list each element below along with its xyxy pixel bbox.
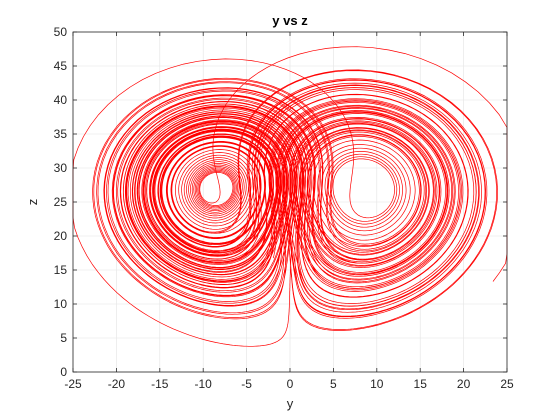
y-tick-label: 40 [54,93,68,107]
y-tick-label: 10 [54,297,68,311]
y-tick-label: 35 [54,127,68,141]
y-tick-label: 30 [54,161,68,175]
x-tick-label: -20 [108,377,126,391]
y-tick-label: 0 [60,365,67,379]
trajectory-line [72,46,508,347]
x-tick-label: 0 [287,377,294,391]
trajectory-lines [72,46,508,347]
x-tick-label: 15 [414,377,428,391]
x-tick-label: -10 [195,377,213,391]
y-tick-label: 20 [54,229,68,243]
y-tick-label: 45 [54,59,68,73]
y-tick-labels: 0 5 10 15 20 25 30 35 40 45 50 [54,25,68,379]
tick-marks [72,31,508,373]
x-tick-label: -5 [241,377,252,391]
x-tick-label: 10 [370,377,384,391]
x-tick-label: 20 [457,377,471,391]
x-tick-labels: -25 -20 -15 -10 -5 0 5 10 15 20 25 [64,377,514,391]
y-tick-label: 5 [60,331,67,345]
x-tick-label: -15 [151,377,169,391]
y-tick-label: 15 [54,263,68,277]
x-tick-label: 25 [500,377,514,391]
x-tick-label: -25 [64,377,82,391]
y-axis-label: z [25,199,40,206]
y-tick-label: 50 [54,25,68,39]
x-tick-label: 5 [330,377,337,391]
chart-title: y vs z [272,13,308,28]
x-axis-label: y [287,396,294,411]
y-tick-label: 25 [54,195,68,209]
